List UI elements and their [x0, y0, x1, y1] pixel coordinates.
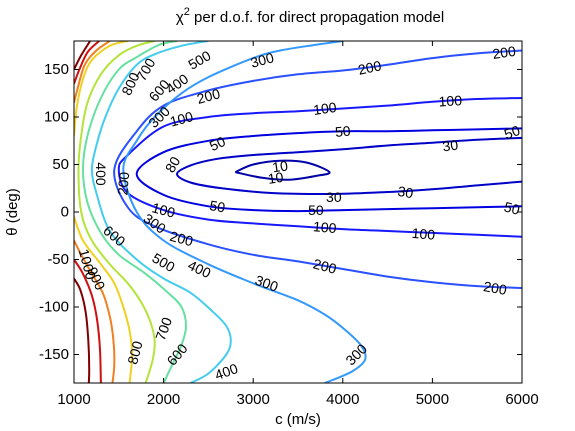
contour-label: 300	[249, 49, 276, 71]
contour-line-1000	[74, 41, 91, 70]
contour-line-400	[90, 41, 232, 383]
contour-label: 50	[308, 202, 324, 218]
x-tick-label: 6000	[505, 391, 538, 408]
contour-label: 200	[168, 228, 195, 250]
contour-label: 50	[208, 197, 226, 215]
contour-line-10	[234, 159, 331, 181]
x-tick-label: 2000	[147, 391, 180, 408]
contour-line-900-b	[74, 258, 102, 383]
contour-line-700	[74, 41, 129, 137]
contour-label: 30	[396, 183, 414, 201]
contour-line-800	[74, 41, 111, 104]
contour-line-500	[81, 41, 188, 383]
y-tick-label: -50	[47, 251, 69, 268]
contour-label: 100	[438, 92, 462, 109]
contour-label: 1000	[76, 247, 100, 281]
contour-label: 200	[482, 278, 508, 298]
axis-ticks: 1000 2000 3000 4000 5000 6000150100500-50-100…	[39, 41, 539, 408]
y-tick-label: 100	[44, 109, 69, 126]
contour-label: 200	[195, 85, 222, 107]
contour-lines	[74, 41, 522, 383]
contour-label: 50	[502, 198, 521, 218]
contour-label: 50	[207, 133, 228, 154]
contour-label: 100	[312, 99, 338, 118]
y-tick-label: 50	[52, 156, 69, 173]
contour-line-30	[175, 136, 522, 196]
x-tick-label: 1000	[57, 391, 90, 408]
contour-line-800-b	[74, 240, 116, 383]
title-superscript: 2	[184, 6, 190, 18]
contour-label: 50	[502, 122, 522, 142]
contour-label: 400	[213, 360, 241, 383]
x-axis-label: c (m/s)	[275, 411, 321, 428]
y-tick-label: 150	[44, 61, 69, 78]
contour-label: 80	[162, 154, 184, 176]
y-tick-label: 0	[61, 204, 69, 221]
contour-label: 30	[326, 189, 342, 205]
x-tick-label: 5000	[416, 391, 449, 408]
x-tick-label: 3000	[237, 391, 270, 408]
contour-label: 200	[312, 255, 339, 277]
contour-label: 500	[185, 47, 213, 73]
contour-label: 10	[267, 169, 285, 187]
contour-label: 300	[145, 103, 173, 131]
contour-label: 200	[114, 171, 132, 196]
chart-title: χ2 per d.o.f. for direct propagation mod…	[176, 6, 444, 26]
title-rest: per d.o.f. for direct propagation model	[190, 9, 444, 26]
contour-label: 100	[313, 218, 338, 236]
contour-line-1000-b	[74, 277, 91, 383]
contour-label: 300	[342, 340, 370, 368]
y-axis-label: θ (deg)	[4, 188, 21, 236]
y-tick-label: -150	[39, 346, 69, 363]
contour-label: 300	[253, 272, 281, 295]
contour-label: 600	[100, 222, 128, 249]
contour-line-600	[77, 41, 156, 383]
contour-label: 200	[357, 57, 383, 78]
contour-line-700-b	[74, 216, 134, 383]
contour-label: 800	[124, 339, 146, 366]
x-tick-label: 4000	[326, 391, 359, 408]
contour-line-100	[117, 97, 522, 238]
contour-label: 700	[152, 315, 175, 343]
contour-label: 10	[271, 157, 289, 175]
contour-label: 600	[163, 340, 190, 368]
contour-line-900	[74, 41, 100, 85]
contour-label: 100	[168, 108, 195, 130]
contour-label: 100	[411, 225, 436, 243]
contour-line-300	[122, 41, 367, 383]
title-chi: χ	[176, 9, 184, 26]
contour-label: 400	[93, 162, 109, 186]
contour-line-200	[113, 49, 522, 289]
contour-line-50	[135, 127, 522, 213]
y-tick-label: -100	[39, 299, 69, 316]
contour-label: 30	[441, 136, 459, 154]
contour-label: 200	[491, 43, 517, 62]
contour-label: 400	[185, 257, 213, 281]
contour-label: 50	[334, 122, 351, 140]
contour-label: 100	[150, 199, 177, 221]
